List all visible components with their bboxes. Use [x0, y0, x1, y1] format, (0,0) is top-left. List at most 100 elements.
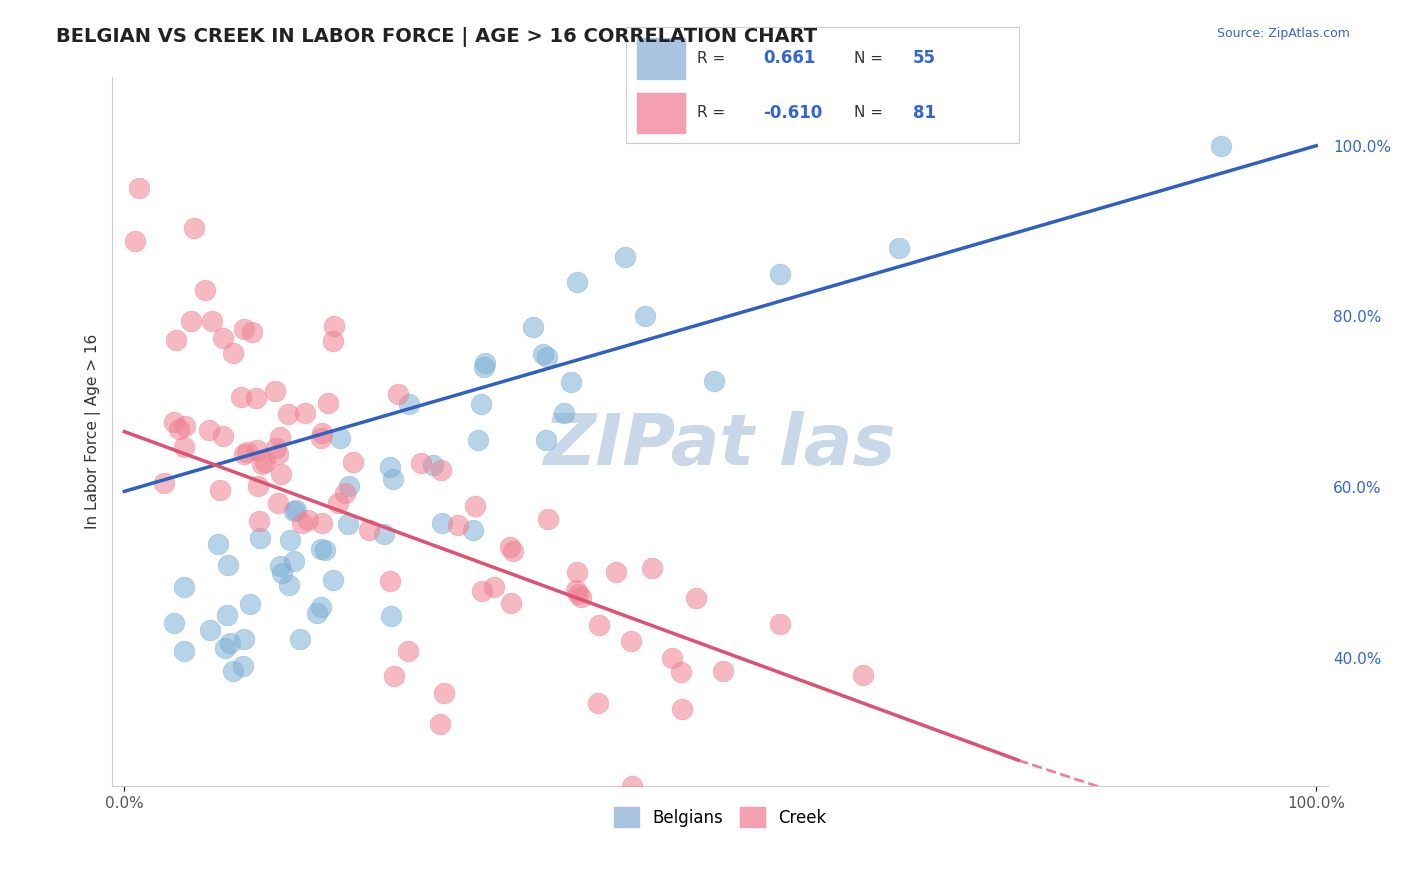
- Point: [311, 430, 333, 444]
- Point: [322, 334, 344, 348]
- Point: [284, 503, 307, 517]
- Point: [467, 433, 489, 447]
- Point: [337, 478, 360, 492]
- Point: [621, 779, 644, 793]
- Point: [769, 616, 792, 631]
- Text: R =: R =: [696, 105, 724, 120]
- Point: [380, 608, 402, 623]
- Legend: Belgians, Creek: Belgians, Creek: [607, 800, 834, 834]
- Point: [269, 430, 291, 444]
- Point: [311, 516, 333, 531]
- Point: [471, 583, 494, 598]
- Point: [309, 541, 332, 556]
- Point: [588, 696, 610, 710]
- Point: [373, 527, 395, 541]
- Point: [232, 447, 254, 461]
- Point: [309, 600, 332, 615]
- Point: [198, 423, 221, 437]
- Point: [382, 669, 405, 683]
- Point: [472, 359, 495, 374]
- Point: [661, 651, 683, 665]
- Text: 81: 81: [912, 103, 936, 121]
- Point: [271, 566, 294, 580]
- Point: [194, 283, 217, 297]
- Point: [433, 685, 456, 699]
- Point: [277, 407, 299, 421]
- Point: [267, 447, 290, 461]
- Point: [1209, 138, 1232, 153]
- Point: [212, 331, 235, 345]
- Point: [311, 425, 333, 440]
- Point: [429, 716, 451, 731]
- Point: [283, 554, 305, 568]
- Point: [396, 644, 419, 658]
- Point: [671, 702, 693, 716]
- Point: [711, 664, 734, 678]
- Point: [567, 587, 589, 601]
- Bar: [637, 38, 685, 79]
- Text: 55: 55: [912, 49, 936, 67]
- Point: [685, 591, 707, 605]
- Point: [173, 580, 195, 594]
- Point: [474, 356, 496, 370]
- Point: [314, 543, 336, 558]
- Point: [398, 396, 420, 410]
- Point: [569, 591, 592, 605]
- Point: [322, 574, 344, 588]
- Point: [153, 476, 176, 491]
- Point: [567, 566, 589, 580]
- Point: [183, 220, 205, 235]
- Point: [567, 275, 589, 289]
- Point: [247, 515, 270, 529]
- Point: [322, 319, 344, 334]
- Bar: [637, 93, 685, 134]
- Point: [336, 517, 359, 532]
- Point: [288, 632, 311, 647]
- Point: [236, 445, 259, 459]
- Point: [565, 582, 588, 597]
- Point: [165, 333, 187, 347]
- Point: [174, 419, 197, 434]
- Point: [283, 504, 305, 518]
- Point: [553, 406, 575, 420]
- Point: [169, 421, 191, 435]
- Point: [537, 512, 560, 526]
- Point: [163, 415, 186, 429]
- Point: [378, 460, 401, 475]
- Point: [233, 322, 256, 336]
- Point: [605, 565, 627, 579]
- Point: [534, 434, 557, 448]
- Point: [430, 516, 453, 530]
- Point: [357, 524, 380, 538]
- Point: [264, 384, 287, 399]
- Point: [461, 523, 484, 537]
- Point: [329, 431, 352, 445]
- Point: [209, 483, 232, 497]
- Text: N =: N =: [853, 105, 883, 120]
- Point: [620, 633, 643, 648]
- Point: [316, 396, 339, 410]
- Text: Source: ZipAtlas.com: Source: ZipAtlas.com: [1216, 27, 1350, 40]
- Point: [536, 350, 558, 364]
- Point: [218, 636, 240, 650]
- Point: [613, 250, 636, 264]
- Point: [422, 458, 444, 473]
- Point: [246, 442, 269, 457]
- Point: [499, 596, 522, 610]
- Point: [382, 471, 405, 485]
- Point: [214, 641, 236, 656]
- Point: [447, 518, 470, 533]
- Point: [222, 664, 245, 678]
- Text: N =: N =: [853, 51, 883, 66]
- Point: [484, 580, 506, 594]
- Point: [180, 314, 202, 328]
- Point: [246, 479, 269, 493]
- Point: [215, 608, 238, 623]
- Point: [173, 644, 195, 658]
- Point: [560, 375, 582, 389]
- Point: [267, 496, 290, 510]
- Point: [702, 374, 724, 388]
- Point: [229, 390, 252, 404]
- Point: [430, 463, 453, 477]
- Point: [342, 455, 364, 469]
